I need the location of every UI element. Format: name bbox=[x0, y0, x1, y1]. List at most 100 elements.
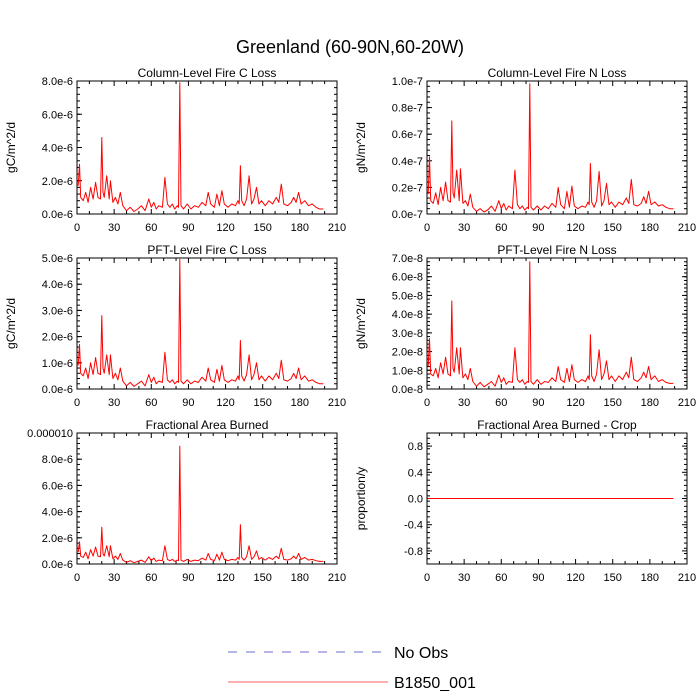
x-tick-label: 150 bbox=[604, 397, 622, 409]
x-tick-label: 0 bbox=[74, 222, 80, 234]
series-line-b1850_001 bbox=[427, 83, 674, 213]
x-tick-label: 150 bbox=[254, 572, 272, 584]
x-tick-label: 120 bbox=[566, 397, 584, 409]
chart-title: Column-Level Fire C Loss bbox=[138, 66, 277, 80]
y-tick-label: 0.0e-7 bbox=[392, 209, 423, 221]
x-tick-label: 90 bbox=[532, 397, 544, 409]
panels-group: 0 30 60 90 120 150 180 210 0.0e-6 2.0e-6 4.0e-6 6.0… bbox=[4, 66, 696, 584]
y-tick-label: 0.0 bbox=[408, 494, 423, 506]
x-tick-label: 30 bbox=[108, 397, 120, 409]
x-tick-label: 30 bbox=[458, 397, 470, 409]
y-tick-label: 2.0e-6 bbox=[42, 533, 73, 545]
x-tick-label: 90 bbox=[182, 572, 194, 584]
x-tick-label: 90 bbox=[182, 397, 194, 409]
x-tick-label: 0 bbox=[424, 572, 430, 584]
y-tick-label: 0.4 bbox=[408, 467, 423, 479]
chart-panel-0: 0 30 60 90 120 150 180 210 0.0e-6 2.0e-6 4.0e-6 6.0… bbox=[4, 66, 346, 234]
y-axis-label: gN/m^2/d bbox=[354, 298, 368, 349]
legend-label-no-obs: No Obs bbox=[394, 645, 448, 662]
x-tick-label: 0 bbox=[424, 397, 430, 409]
chart-title: Fractional Area Burned - Crop bbox=[477, 418, 637, 432]
x-tick-label: 60 bbox=[145, 397, 157, 409]
y-tick-label: 4.0e-6 bbox=[42, 507, 73, 519]
chart-panel-1: 0 30 60 90 120 150 180 210 0.0e-7 0.2e-7 0.4e-7 0.6… bbox=[354, 66, 696, 234]
plot-frame bbox=[76, 432, 338, 565]
x-tick-label: 120 bbox=[216, 397, 234, 409]
chart-title: Fractional Area Burned bbox=[146, 418, 269, 432]
x-tick-label: 120 bbox=[566, 222, 584, 234]
y-tick-label: 5.0e-6 bbox=[42, 253, 73, 265]
y-axis-label: gC/m^2/d bbox=[4, 122, 18, 173]
chart-title: PFT-Level Fire N Loss bbox=[497, 243, 616, 257]
x-tick-label: 150 bbox=[604, 572, 622, 584]
legend-label-b1850: B1850_001 bbox=[394, 675, 476, 692]
x-tick-label: 60 bbox=[495, 222, 507, 234]
x-tick-label: 120 bbox=[566, 572, 584, 584]
series-line-b1850_001 bbox=[427, 261, 674, 388]
y-tick-label: 4.0e-8 bbox=[392, 309, 423, 321]
y-tick-label: 4.0e-6 bbox=[42, 279, 73, 291]
series-line-b1850_001 bbox=[77, 82, 324, 212]
y-tick-label: 6.0e-8 bbox=[392, 272, 423, 284]
y-tick-label: 2.0e-8 bbox=[392, 347, 423, 359]
y-tick-label: 0.8e-7 bbox=[392, 103, 423, 115]
x-tick-label: 210 bbox=[328, 222, 346, 234]
legend: No Obs B1850_001 bbox=[228, 645, 476, 692]
chart-panel-5: 0 30 60 90 120 150 180 210 -0.8 -0.4 0.0 0.4 0.8 Frac… bbox=[354, 418, 696, 584]
y-tick-label: 2.0e-6 bbox=[42, 176, 73, 188]
x-tick-label: 180 bbox=[641, 397, 659, 409]
y-tick-label: 2.0e-6 bbox=[42, 332, 73, 344]
chart-title: PFT-Level Fire C Loss bbox=[147, 243, 266, 257]
x-tick-label: 60 bbox=[495, 397, 507, 409]
y-tick-label: 1.0e-6 bbox=[42, 358, 73, 370]
y-axis-label: gC/m^2/d bbox=[4, 298, 18, 349]
y-tick-label: 0.4e-7 bbox=[392, 156, 423, 168]
y-tick-label: 8.0e-6 bbox=[42, 76, 73, 88]
y-tick-label: 5.0e-8 bbox=[392, 290, 423, 302]
x-tick-label: 90 bbox=[532, 222, 544, 234]
y-tick-label: 0.8 bbox=[408, 441, 423, 453]
plot-frame bbox=[426, 80, 688, 215]
x-tick-label: 60 bbox=[145, 222, 157, 234]
y-tick-label: 8.0e-6 bbox=[42, 454, 73, 466]
x-tick-label: 90 bbox=[532, 572, 544, 584]
y-tick-label: 4.0e-6 bbox=[42, 143, 73, 155]
x-tick-label: 210 bbox=[328, 397, 346, 409]
chart-panel-3: 0 30 60 90 120 150 180 210 0.0e-8 1.0e-8 2.0e-8 3.0… bbox=[354, 243, 696, 409]
x-tick-label: 180 bbox=[291, 572, 309, 584]
y-tick-label: 0.0e-6 bbox=[42, 209, 73, 221]
x-tick-label: 0 bbox=[74, 572, 80, 584]
x-tick-label: 150 bbox=[604, 222, 622, 234]
y-tick-label: 1.0e-7 bbox=[392, 76, 423, 88]
series-line-b1850_001 bbox=[77, 258, 324, 387]
series-line-b1850_001 bbox=[77, 445, 324, 564]
page-title: Greenland (60-90N,60-20W) bbox=[236, 37, 464, 57]
x-tick-label: 210 bbox=[678, 397, 696, 409]
y-tick-label: 6.0e-6 bbox=[42, 109, 73, 121]
x-tick-label: 30 bbox=[458, 222, 470, 234]
x-tick-label: 180 bbox=[291, 397, 309, 409]
x-tick-label: 180 bbox=[641, 572, 659, 584]
x-tick-label: 120 bbox=[216, 572, 234, 584]
y-tick-label: 0.0e-6 bbox=[42, 384, 73, 396]
x-tick-label: 90 bbox=[182, 222, 194, 234]
y-tick-label: -0.8 bbox=[404, 546, 423, 558]
x-tick-label: 120 bbox=[216, 222, 234, 234]
x-tick-label: 150 bbox=[254, 222, 272, 234]
y-tick-label: 0.6e-7 bbox=[392, 129, 423, 141]
y-axis-label: proportion/y bbox=[354, 467, 368, 530]
x-tick-label: 0 bbox=[74, 397, 80, 409]
y-tick-label: 0.2e-7 bbox=[392, 182, 423, 194]
x-tick-label: 60 bbox=[145, 572, 157, 584]
y-tick-label: 0.0e-8 bbox=[392, 384, 423, 396]
chart-panel-4: 0 30 60 90 120 150 180 210 0.0e-6 2.0e-6 4.0e-6 6.0… bbox=[27, 418, 346, 584]
x-tick-label: 180 bbox=[291, 222, 309, 234]
x-tick-label: 210 bbox=[328, 572, 346, 584]
y-tick-label: 1.0e-8 bbox=[392, 365, 423, 377]
y-tick-label: -0.4 bbox=[404, 520, 423, 532]
chart-title: Column-Level Fire N Loss bbox=[488, 66, 627, 80]
x-tick-label: 180 bbox=[641, 222, 659, 234]
y-tick-label: 3.0e-6 bbox=[42, 305, 73, 317]
y-tick-label: 0.0e-6 bbox=[42, 559, 73, 571]
